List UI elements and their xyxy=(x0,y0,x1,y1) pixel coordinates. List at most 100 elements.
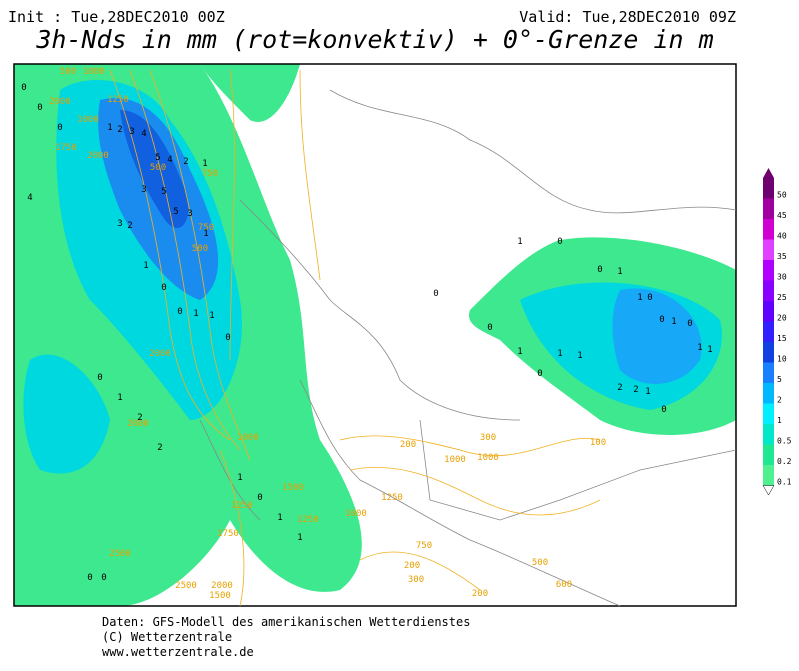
contour-label: 500 xyxy=(532,558,548,568)
contour-label: 2000 xyxy=(149,349,171,359)
precip-value: 2 xyxy=(183,157,188,167)
contour-label: 1250 xyxy=(297,515,319,525)
contour-label: 750 xyxy=(416,541,432,551)
contour-label: 1000 xyxy=(345,509,367,519)
legend-swatch xyxy=(763,239,774,260)
legend-swatch xyxy=(763,444,774,465)
map: 500 1000125020001000175020005007507505002… xyxy=(13,63,737,607)
contour-label: 1000 xyxy=(83,67,105,77)
precip-value: 0 xyxy=(659,315,664,325)
precip-value: 4 xyxy=(27,193,32,203)
legend-swatch xyxy=(763,424,774,445)
contour-label: 200 xyxy=(404,561,420,571)
precip-value: 1 xyxy=(277,513,282,523)
contour-label: 1750 xyxy=(217,529,239,539)
precip-value: 2 xyxy=(157,443,162,453)
precip-value: 4 xyxy=(167,155,172,165)
contour-label: 750 xyxy=(198,223,214,233)
legend-swatch xyxy=(763,321,774,342)
contour-label: 1250 xyxy=(231,501,253,511)
contour-label: 500 xyxy=(192,244,208,254)
legend-swatch xyxy=(763,219,774,240)
legend-swatch xyxy=(763,383,774,404)
precip-value: 1 xyxy=(577,351,582,361)
precip-value: 1 xyxy=(517,347,522,357)
legend-swatch xyxy=(763,403,774,424)
precip-value: 0 xyxy=(687,319,692,329)
legend-swatch xyxy=(763,178,774,199)
legend-label: 20 xyxy=(777,314,787,323)
precip-value: 0 xyxy=(161,283,166,293)
precip-value: 3 xyxy=(129,127,134,137)
legend-label: 35 xyxy=(777,252,787,261)
precip-value: 5 xyxy=(173,207,178,217)
precip-value: 2 xyxy=(633,385,638,395)
contour-label: 1000 xyxy=(77,115,99,125)
precip-value: 1 xyxy=(117,393,122,403)
legend-label: 40 xyxy=(777,232,787,241)
precip-value: 1 xyxy=(707,345,712,355)
precip-value: 3 xyxy=(117,219,122,229)
contour-label: 1500 xyxy=(209,591,231,601)
precip-value: 4 xyxy=(141,129,146,139)
precip-value: 1 xyxy=(202,159,207,169)
contour-label: 2000 xyxy=(87,151,109,161)
precip-value: 1 xyxy=(697,343,702,353)
legend-swatch xyxy=(763,198,774,219)
init-time: Init : Tue,28DEC2010 00Z xyxy=(8,8,225,26)
legend-cap xyxy=(762,485,775,496)
precip-value: 0 xyxy=(37,103,42,113)
map-title: 3h-Nds in mm (rot=konvektiv) + 0°-Grenze… xyxy=(35,25,713,54)
legend-swatch xyxy=(763,342,774,363)
legend-label: 1 xyxy=(777,416,782,425)
precip-value: 0 xyxy=(57,123,62,133)
legend-swatch xyxy=(763,280,774,301)
legend-label: 0.5 xyxy=(777,437,792,446)
legend-label: 0.2 xyxy=(777,457,792,466)
precip-value: 0 xyxy=(487,323,492,333)
legend-label: 5 xyxy=(777,375,782,384)
legend-swatch xyxy=(763,301,774,322)
precip-value: 1 xyxy=(143,261,148,271)
contour-label: 100 xyxy=(590,438,606,448)
legend-label: 30 xyxy=(777,273,787,282)
contour-label: 300 xyxy=(480,433,496,443)
legend-label: 10 xyxy=(777,355,787,364)
precip-value: 0 xyxy=(597,265,602,275)
precip-value: 0 xyxy=(21,83,26,93)
precip-value: 0 xyxy=(537,369,542,379)
precip-value: 0 xyxy=(97,373,102,383)
precip-value: 1 xyxy=(297,533,302,543)
footer-copyright: (C) Wetterzentrale xyxy=(102,630,232,644)
legend-swatch xyxy=(763,465,774,486)
precip-value: 1 xyxy=(617,267,622,277)
contour-label: 200 xyxy=(472,589,488,599)
contour-label: 1000 xyxy=(237,433,259,443)
precip-value: 1 xyxy=(193,309,198,319)
contour-label: 1750 xyxy=(55,143,77,153)
contour-label: 1000 xyxy=(477,453,499,463)
precip-value: 2 xyxy=(127,221,132,231)
precip-value: 2 xyxy=(617,383,622,393)
precip-value: 0 xyxy=(661,405,666,415)
precip-value: 1 xyxy=(517,237,522,247)
precip-value: 0 xyxy=(557,237,562,247)
precip-value: 0 xyxy=(101,573,106,583)
legend-label: 0.1 xyxy=(777,478,792,487)
footer-source: Daten: GFS-Modell des amerikanischen Wet… xyxy=(102,615,470,629)
precip-value: 0 xyxy=(433,289,438,299)
legend-label: 15 xyxy=(777,334,787,343)
precip-value: 1 xyxy=(209,311,214,321)
precip-value: 1 xyxy=(237,473,242,483)
color-legend: 50 45 40 35 30 25 20 15 10 5 2 1 0.5 0.2 0.1 xyxy=(762,168,792,496)
contour-label: 750 xyxy=(202,169,218,179)
contour-label: 2000 xyxy=(211,581,233,591)
contour-label: 600 xyxy=(556,580,572,590)
precip-value: 1 xyxy=(107,123,112,133)
precip-value: 1 xyxy=(671,317,676,327)
precip-value: 0 xyxy=(647,293,652,303)
precip-value: 5 xyxy=(155,153,160,163)
legend-swatch xyxy=(763,362,774,383)
precip-value: 1 xyxy=(645,387,650,397)
precip-value: 0 xyxy=(257,493,262,503)
